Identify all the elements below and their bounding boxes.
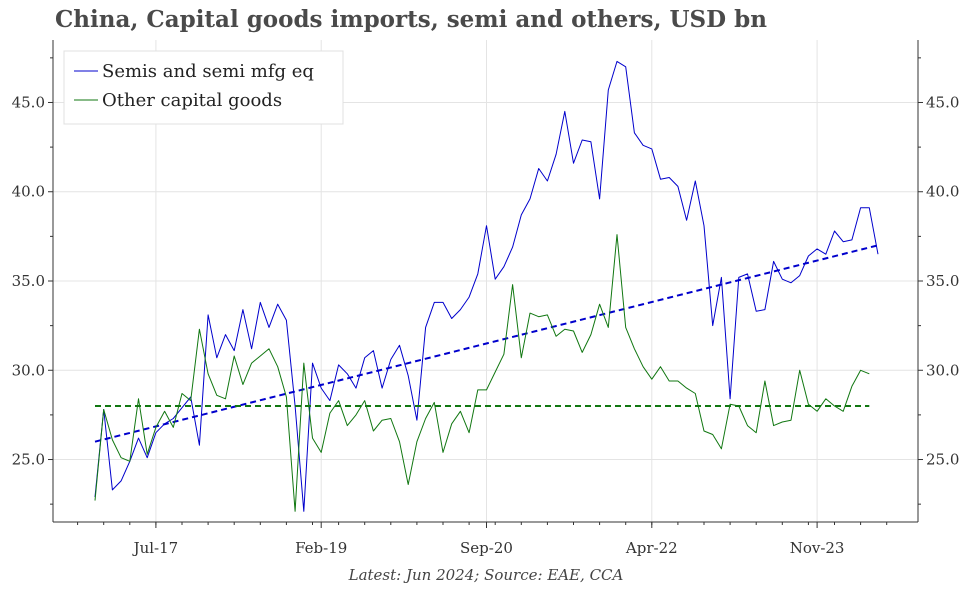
trend-line-1 — [94, 244, 879, 443]
series-layer — [94, 60, 879, 512]
axes: 25.0 25.0 30.0 30.0 35.0 35.0 40.0 40.0 45.0 45.0… — [12, 40, 959, 557]
y-tick-label-left: 35.0 — [12, 272, 45, 290]
y-tick-label-left: 45.0 — [12, 93, 45, 111]
x-tick-label: Apr-22 — [625, 539, 678, 557]
y-tick-label-right: 25.0 — [926, 451, 959, 469]
y-tick-label-right: 45.0 — [926, 93, 959, 111]
x-tick-label: Sep-20 — [460, 539, 513, 557]
x-tick-label: Nov-23 — [790, 539, 845, 557]
legend-label-1: Semis and semi mfg eq — [102, 61, 314, 82]
gridlines — [53, 40, 918, 522]
series-line-1 — [94, 60, 879, 512]
source-footnote: Latest: Jun 2024; Source: EAE, CCA — [348, 566, 624, 584]
y-tick-label-left: 30.0 — [12, 361, 45, 379]
x-tick-label: Feb-19 — [295, 539, 347, 557]
x-tick-label: Jul-17 — [132, 539, 179, 557]
legend-box — [63, 50, 344, 125]
legend: Semis and semi mfg eq Other capital goods — [63, 50, 344, 125]
chart-title: China, Capital goods imports, semi and o… — [55, 6, 767, 33]
legend-label-2: Other capital goods — [102, 90, 282, 111]
y-tick-label-right: 35.0 — [926, 272, 959, 290]
y-tick-label-left: 40.0 — [12, 183, 45, 201]
y-tick-label-right: 30.0 — [926, 361, 959, 379]
y-tick-label-right: 40.0 — [926, 183, 959, 201]
series-line-2 — [94, 234, 870, 512]
y-tick-label-left: 25.0 — [12, 451, 45, 469]
